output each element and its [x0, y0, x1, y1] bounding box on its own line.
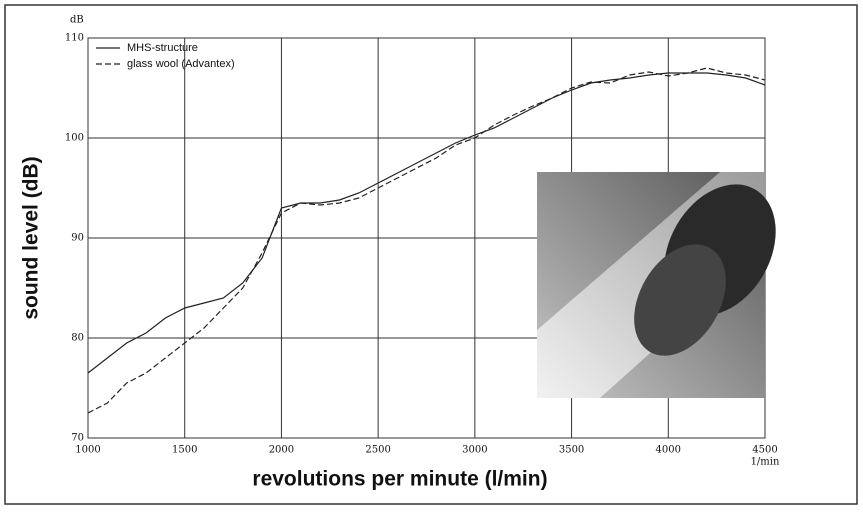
- x-tick-label: 1500: [172, 445, 197, 456]
- y-axis-label: sound level (dB): [20, 156, 43, 319]
- y-tick-label: 90: [71, 233, 84, 244]
- x-tick-label: 1000: [75, 445, 100, 456]
- x-tick-label: 3500: [559, 445, 584, 456]
- x-tick-label: 4500: [752, 445, 777, 456]
- inset-image: [537, 172, 776, 398]
- inset-cutout: [634, 244, 726, 356]
- y-tick-label: 70: [71, 433, 84, 444]
- data-line: [87, 67, 766, 414]
- y-tick-label: 110: [65, 33, 84, 44]
- y-tick-label: 80: [71, 333, 84, 344]
- y-unit: dB: [70, 15, 84, 26]
- y-tick-label: 100: [65, 133, 84, 144]
- x-axis-label: revolutions per minute (l/min): [252, 468, 547, 491]
- x-tick-label: 3000: [462, 445, 487, 456]
- x-tick-label: 2000: [269, 445, 294, 456]
- legend-label: MHS-structure: [127, 42, 198, 54]
- legend-label: glass wool (Advantex): [127, 58, 235, 70]
- frame: [4, 4, 858, 505]
- x-unit: 1/min: [751, 457, 780, 468]
- x-tick-label: 4000: [656, 445, 681, 456]
- data-line: [87, 72, 766, 374]
- x-tick-label: 2500: [365, 445, 390, 456]
